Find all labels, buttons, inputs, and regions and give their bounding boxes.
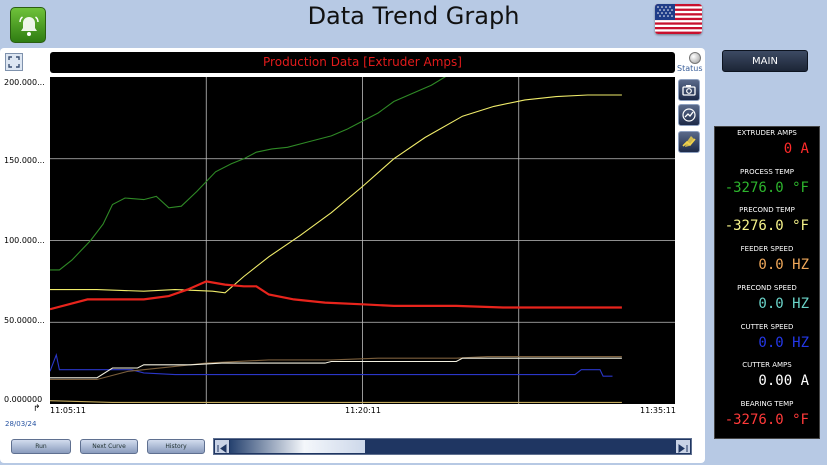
readout-value: -3276.0 °F bbox=[724, 218, 809, 235]
camera-icon[interactable] bbox=[678, 79, 700, 101]
skip-end-icon[interactable] bbox=[676, 440, 690, 453]
readout-value: -3276.0 °F bbox=[724, 179, 809, 196]
series-line-1 bbox=[50, 77, 447, 271]
readout-value: 0 A bbox=[783, 141, 809, 157]
us-flag-icon[interactable] bbox=[655, 4, 702, 34]
readout-label: BEARING TEMP bbox=[740, 399, 794, 408]
readout-label: PRECOND TEMP bbox=[739, 206, 795, 215]
main-button[interactable]: MAIN bbox=[722, 50, 808, 72]
scrollbar-thumb[interactable] bbox=[230, 440, 365, 453]
chart-title: Production Data [Extruder Amps] bbox=[50, 52, 675, 73]
skip-start-icon[interactable] bbox=[215, 440, 229, 453]
x-tick-label: 11:35:11 bbox=[640, 406, 676, 415]
x-tick-label: 11:05:11 bbox=[50, 406, 86, 415]
bell-icon bbox=[19, 16, 39, 36]
readout-label: CUTTER AMPS bbox=[742, 361, 792, 370]
y-tick-label: 200.000... bbox=[4, 78, 45, 87]
status-indicator bbox=[689, 52, 701, 64]
alarm-button[interactable] bbox=[10, 7, 46, 43]
readout-value: -3276.0 °F bbox=[724, 411, 809, 428]
readout-label: PROCESS TEMP bbox=[740, 167, 794, 176]
date-label: 28/03/24 bbox=[5, 420, 37, 428]
edit-chart-icon[interactable] bbox=[678, 131, 700, 153]
series-line-2 bbox=[50, 94, 622, 294]
y-tick-label: 150.000... bbox=[4, 156, 45, 165]
x-tick-label: 11:20:11 bbox=[345, 406, 381, 415]
expand-icon[interactable] bbox=[5, 53, 23, 71]
chart-grid bbox=[50, 77, 675, 404]
readout-value: 0.00 A bbox=[758, 373, 809, 390]
readout-value: 0.0 HZ bbox=[758, 334, 809, 351]
series-line-4 bbox=[50, 352, 613, 377]
y-tick-label: 50.0000... bbox=[4, 316, 45, 325]
series-line-3 bbox=[50, 280, 622, 311]
trend-icon[interactable] bbox=[678, 104, 700, 126]
trend-chart bbox=[50, 77, 675, 404]
readout-label: FEEDER SPEED bbox=[740, 245, 794, 254]
readout-value: 0.0 HZ bbox=[758, 257, 809, 274]
y-tick-label: 0.000000 bbox=[4, 395, 43, 404]
page-title: Data Trend Graph bbox=[307, 2, 520, 30]
y-tick-label: 100.000... bbox=[4, 236, 45, 245]
x-axis-arrow-icon: ↱ bbox=[33, 404, 41, 414]
history-button[interactable]: History bbox=[147, 439, 205, 454]
readout-label: EXTRUDER AMPS bbox=[737, 129, 797, 137]
series-line-7 bbox=[50, 400, 622, 403]
next-curve-button[interactable]: Next Curve bbox=[80, 439, 138, 454]
status-label: Status bbox=[677, 64, 703, 73]
series-line-6 bbox=[50, 357, 622, 379]
readout-label: PRECOND SPEED bbox=[737, 283, 797, 292]
run-button[interactable]: Run bbox=[11, 439, 71, 454]
readout-label: CUTTER SPEED bbox=[740, 322, 794, 331]
readout-panel: EXTRUDER AMPS 0 A PROCESS TEMP -3276.0 °F PR… bbox=[714, 126, 820, 439]
readout-value: 0.0 HZ bbox=[758, 295, 809, 312]
